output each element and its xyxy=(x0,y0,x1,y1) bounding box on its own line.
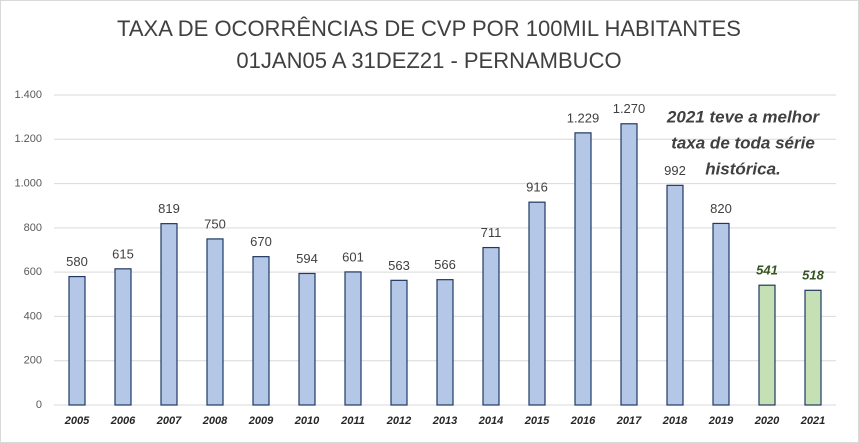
y-tick-label: 400 xyxy=(24,310,42,322)
bar xyxy=(436,279,454,406)
value-label: 820 xyxy=(710,201,732,216)
value-label: 711 xyxy=(481,225,502,240)
bar xyxy=(160,223,178,406)
bar xyxy=(206,238,224,406)
value-label: 750 xyxy=(204,216,226,231)
x-tick-label: 2014 xyxy=(478,415,503,427)
x-tick-label: 2005 xyxy=(64,415,90,427)
bar xyxy=(666,184,684,406)
value-label: 1.270 xyxy=(613,101,646,116)
chart-title: TAXA DE OCORRÊNCIAS DE CVP POR 100MIL HA… xyxy=(117,16,741,41)
x-tick-label: 2012 xyxy=(386,415,411,427)
x-tick-label: 2009 xyxy=(248,415,274,427)
y-tick-label: 0 xyxy=(36,399,42,411)
y-tick-label: 1.000 xyxy=(14,177,42,189)
value-label: 615 xyxy=(112,246,134,261)
chart-title: 01JAN05 A 31DEZ21 - PERNAMBUCO xyxy=(236,48,621,73)
bar xyxy=(712,222,730,406)
y-tick-label: 1.200 xyxy=(14,133,42,145)
x-tick-label: 2020 xyxy=(754,415,780,427)
bar xyxy=(68,275,86,406)
bar xyxy=(298,272,316,406)
x-tick-label: 2018 xyxy=(662,415,688,427)
x-tick-label: 2007 xyxy=(156,415,182,427)
x-tick-label: 2016 xyxy=(570,415,596,427)
bar xyxy=(804,289,822,406)
value-label: 518 xyxy=(802,268,824,283)
value-label: 580 xyxy=(66,254,88,269)
value-label: 916 xyxy=(526,180,548,195)
annotation: 2021 teve a melhor xyxy=(666,107,821,126)
bar xyxy=(114,268,132,406)
bar xyxy=(252,256,270,406)
x-tick-label: 2021 xyxy=(800,415,825,427)
value-label: 992 xyxy=(664,163,686,178)
y-tick-label: 200 xyxy=(24,355,42,367)
value-label: 563 xyxy=(388,258,410,273)
y-tick-label: 600 xyxy=(24,266,42,278)
value-label: 670 xyxy=(250,234,272,249)
y-tick-label: 1.400 xyxy=(14,89,42,101)
x-tick-label: 2019 xyxy=(708,415,734,427)
value-label: 601 xyxy=(342,249,364,264)
x-tick-label: 2010 xyxy=(294,415,320,427)
x-tick-label: 2015 xyxy=(524,415,550,427)
value-label: 541 xyxy=(756,263,778,278)
x-tick-label: 2006 xyxy=(110,415,136,427)
value-label: 594 xyxy=(296,251,318,266)
value-label: 566 xyxy=(434,257,456,272)
x-tick-label: 2017 xyxy=(616,415,642,427)
annotation: histórica. xyxy=(705,159,781,178)
x-tick-label: 2011 xyxy=(340,415,365,427)
bar xyxy=(758,284,776,406)
y-tick-label: 800 xyxy=(24,222,42,234)
x-tick-label: 2008 xyxy=(202,415,228,427)
bar xyxy=(574,132,592,406)
bar xyxy=(390,279,408,406)
bar xyxy=(528,201,546,406)
annotation: taxa de toda série xyxy=(671,133,815,152)
bar xyxy=(344,271,362,406)
bar xyxy=(620,123,638,406)
value-label: 819 xyxy=(158,201,180,216)
x-tick-label: 2013 xyxy=(432,415,457,427)
bar xyxy=(482,246,500,406)
value-label: 1.229 xyxy=(567,110,600,125)
